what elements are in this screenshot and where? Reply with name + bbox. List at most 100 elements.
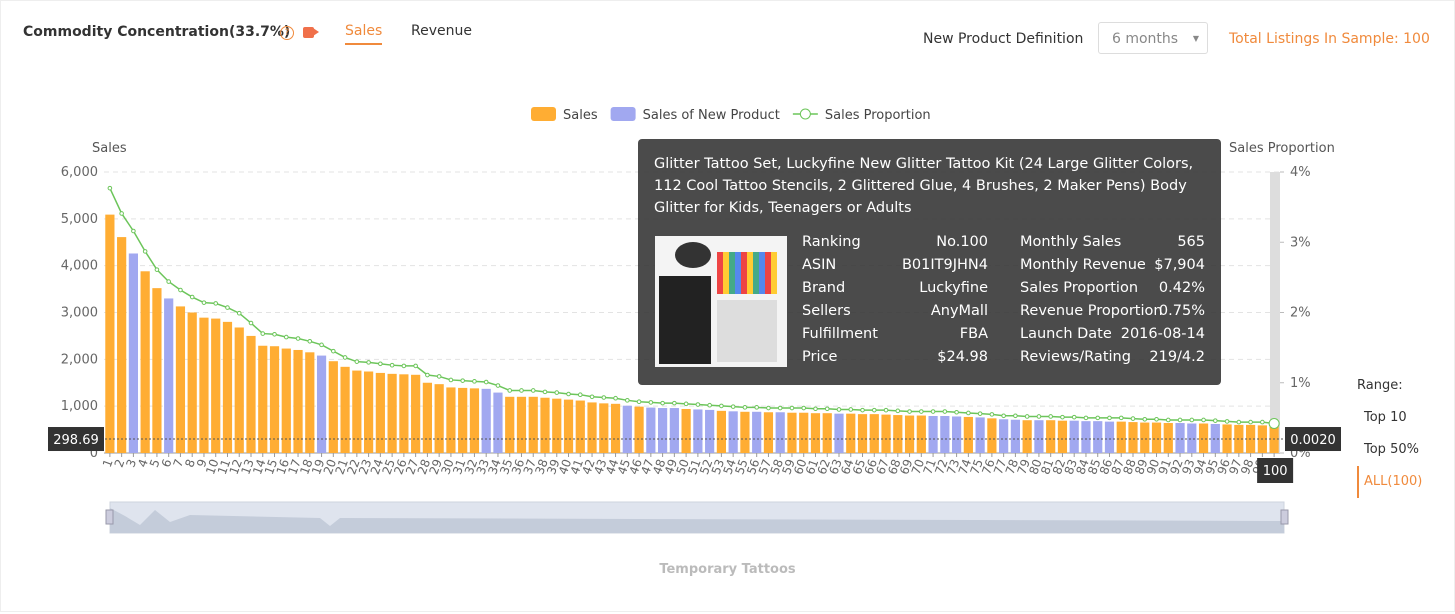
line-point	[966, 410, 971, 416]
y2-tick-label: 4%	[1290, 165, 1311, 180]
line-point	[142, 249, 148, 254]
x-tick-label: 34	[485, 457, 503, 476]
bar	[411, 374, 421, 453]
bar	[810, 413, 821, 453]
pointer-label: 298.69	[53, 433, 99, 448]
x-tick-label: 38	[532, 457, 550, 476]
tooltip-value: AnyMall	[930, 303, 988, 319]
x-tick-label: 27	[403, 457, 421, 476]
x-tick-label: 26	[391, 457, 409, 476]
tab[interactable]: Revenue	[411, 23, 472, 39]
x-tick-label: 76	[979, 457, 997, 476]
bar	[940, 416, 950, 453]
bar	[693, 409, 703, 453]
x-tick-label: 63	[826, 457, 844, 476]
select[interactable]: 6 months ▼	[1098, 22, 1208, 54]
line-point	[1268, 417, 1280, 429]
bar	[1187, 423, 1197, 453]
x-tick-label: 41	[568, 457, 586, 476]
line-point	[495, 383, 501, 388]
y-tick-label: 1,000	[61, 399, 98, 414]
x-tick-label: 14	[250, 457, 268, 476]
bar	[269, 346, 280, 453]
y-tick-label: 4,000	[61, 259, 98, 274]
tooltip-key: Fulfillment	[802, 326, 878, 342]
x-tick-label: 43	[591, 457, 609, 476]
line-point	[930, 409, 936, 414]
tooltip-key: Sellers	[802, 303, 851, 319]
line-point	[389, 362, 395, 368]
bar	[1046, 420, 1056, 453]
line-point	[989, 412, 995, 417]
line-point	[472, 379, 477, 384]
bar	[775, 412, 785, 453]
line-point	[601, 395, 607, 400]
range-option[interactable]: ALL(100)	[1357, 466, 1422, 498]
line-point	[707, 402, 712, 408]
tooltip-key: Monthly Revenue	[1020, 257, 1146, 273]
tooltip-key: Price	[802, 349, 838, 365]
range-option[interactable]: Top 50%	[1364, 442, 1419, 457]
bar	[1116, 421, 1126, 453]
line-point	[672, 400, 677, 406]
range-label: Range:	[1357, 378, 1403, 393]
line-point	[1236, 419, 1242, 425]
tooltip-key: Monthly Sales	[1020, 234, 1122, 250]
bar	[881, 414, 891, 453]
bar	[399, 374, 409, 453]
line-point	[695, 402, 701, 407]
line-point	[236, 310, 242, 316]
bar	[928, 416, 938, 453]
bar	[446, 387, 456, 453]
bar	[752, 411, 762, 453]
x-tick-label: 49	[662, 457, 680, 476]
bar	[1222, 424, 1232, 453]
y2-tick-label: 1%	[1290, 376, 1311, 391]
bar	[1010, 419, 1020, 453]
bar	[563, 399, 574, 453]
range: Range: Top 10 Top 50% ALL(100)	[1357, 370, 1422, 498]
pointer-shadow	[1270, 172, 1280, 453]
bar	[963, 416, 973, 453]
video-icon[interactable]	[303, 27, 314, 38]
x-tick-label: 33	[474, 457, 492, 476]
x-tick-label: 64	[838, 457, 856, 476]
y2-tick-label: 3%	[1290, 235, 1311, 250]
x-tick-label: 9	[194, 457, 210, 469]
help-icon[interactable]: ?	[280, 26, 294, 40]
tooltip-value: FBA	[959, 326, 988, 342]
line-point	[860, 407, 865, 413]
bar	[587, 402, 597, 453]
x-tick-label: 5	[147, 457, 163, 469]
tooltip-row: Monthly Revenue $7,904	[1020, 254, 1205, 277]
x-tick-label: 52	[697, 457, 715, 476]
line-point	[848, 407, 854, 412]
line-point	[178, 287, 183, 293]
bar	[952, 416, 962, 453]
range-option[interactable]: Top 10	[1364, 410, 1407, 425]
bar	[540, 397, 550, 453]
tooltip-value: No.100	[936, 234, 988, 250]
bar	[528, 396, 538, 453]
bar	[575, 400, 585, 453]
y-tick-label: 0	[90, 446, 98, 461]
x-tick-label: 48	[650, 457, 668, 476]
line-point	[977, 411, 983, 416]
tooltip-value: 2016-08-14	[1120, 326, 1205, 342]
bar	[658, 408, 668, 453]
bar	[834, 413, 844, 453]
tab[interactable]: Sales	[345, 23, 383, 45]
line-point	[660, 400, 665, 406]
x-tick-label: 25	[380, 457, 398, 476]
pointer-label: 0.0020	[1290, 433, 1336, 448]
line-point	[1118, 415, 1124, 421]
bar	[364, 371, 374, 453]
bar	[893, 415, 903, 453]
line	[109, 187, 1275, 425]
line-point	[1154, 416, 1159, 422]
x-tick-label: 87	[1109, 457, 1127, 476]
x-tick-label: 96	[1215, 457, 1233, 476]
tooltip-row: Fulfillment FBA	[802, 323, 988, 346]
x-tick-label: 82	[1050, 457, 1068, 476]
